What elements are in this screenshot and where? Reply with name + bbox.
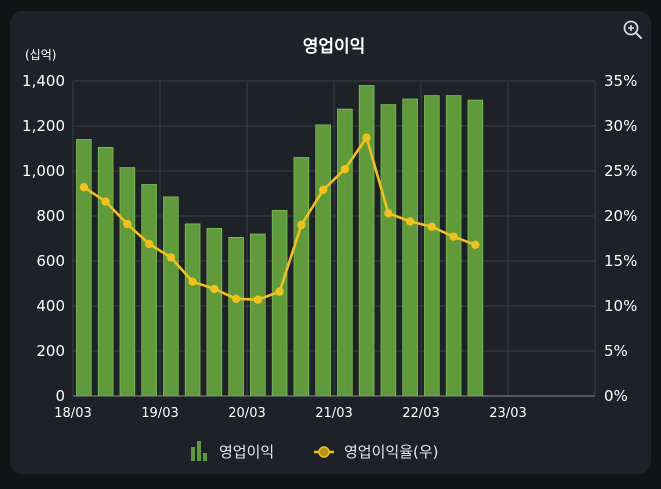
- x-tick-label: 20/03: [228, 406, 265, 421]
- y-left-tick-label: 400: [36, 297, 65, 315]
- bar[interactable]: [445, 95, 462, 397]
- bar[interactable]: [402, 98, 418, 397]
- y-left-tick-label: 600: [36, 252, 65, 270]
- line-point[interactable]: [340, 165, 350, 174]
- y-right-tick-label: 10%: [604, 297, 637, 315]
- line-point[interactable]: [79, 183, 89, 192]
- line-point[interactable]: [405, 217, 415, 226]
- line-point[interactable]: [144, 239, 154, 249]
- chart-title: 영업이익: [303, 37, 366, 57]
- zoom-in-icon[interactable]: [622, 19, 644, 41]
- legend-label-bar: 영업이익: [219, 443, 274, 461]
- bar-legend-icon: [191, 441, 207, 461]
- bar-series: [76, 85, 484, 397]
- y-left-tick-label: 1,400: [22, 72, 65, 90]
- y-right-tick-label: 0%: [604, 387, 628, 405]
- bar[interactable]: [163, 196, 179, 397]
- legend-item-line[interactable]: 영업이익율(우): [314, 443, 439, 461]
- chart-svg: 0 200 400 600 800 1,000 1,200 1,400 0% 5% 10% 15% 20…: [22, 19, 644, 461]
- x-tick-label: 18/03: [54, 406, 91, 421]
- line-series: [79, 133, 480, 304]
- line-point[interactable]: [471, 240, 480, 249]
- bar[interactable]: [97, 146, 114, 397]
- line-legend-icon: [314, 446, 334, 458]
- x-tick-label: 23/03: [489, 406, 526, 421]
- bar[interactable]: [119, 167, 136, 397]
- chart-card: 0 200 400 600 800 1,000 1,200 1,400 0% 5% 10% 15% 20…: [10, 11, 651, 474]
- y-left-tick-label: 0: [55, 387, 65, 405]
- y-left-tick-label: 1,000: [22, 162, 65, 180]
- x-tick-label: 21/03: [315, 406, 352, 421]
- bar[interactable]: [293, 157, 310, 397]
- bar[interactable]: [337, 108, 353, 397]
- line-point[interactable]: [362, 133, 371, 142]
- line-point[interactable]: [101, 197, 110, 206]
- x-tick-label: 22/03: [402, 406, 439, 421]
- bar[interactable]: [250, 233, 266, 397]
- line-point[interactable]: [253, 295, 263, 304]
- legend: 영업이익 영업이익율(우): [191, 441, 439, 461]
- y-right-tick-label: 30%: [604, 117, 637, 135]
- legend-item-bar[interactable]: 영업이익: [191, 441, 274, 461]
- line-point[interactable]: [449, 232, 458, 241]
- y-left-tick-label: 800: [36, 207, 65, 225]
- bar[interactable]: [380, 104, 397, 397]
- line-point[interactable]: [318, 185, 328, 195]
- line-point[interactable]: [297, 220, 306, 230]
- bar[interactable]: [228, 236, 244, 397]
- line-point[interactable]: [123, 219, 132, 229]
- line-point[interactable]: [427, 222, 437, 231]
- y-right-tick-label: 5%: [604, 342, 628, 360]
- line-point[interactable]: [275, 287, 284, 296]
- bar[interactable]: [206, 227, 223, 397]
- y-left-unit: (십억): [25, 48, 56, 62]
- line-point[interactable]: [188, 277, 197, 286]
- y-left-tick-label: 200: [36, 342, 65, 360]
- line-point[interactable]: [166, 253, 176, 262]
- gridlines: [72, 80, 596, 397]
- bar[interactable]: [424, 95, 440, 397]
- bar[interactable]: [76, 139, 92, 397]
- y-right-tick-label: 15%: [604, 252, 637, 270]
- axes: 0 200 400 600 800 1,000 1,200 1,400 0% 5% 10% 15% 20…: [22, 72, 637, 421]
- y-right-tick-label: 25%: [604, 162, 637, 180]
- y-left-tick-label: 1,200: [22, 117, 65, 135]
- line-point[interactable]: [210, 284, 219, 294]
- x-tick-label: 19/03: [141, 406, 178, 421]
- legend-label-line: 영업이익율(우): [344, 443, 439, 461]
- bar[interactable]: [141, 184, 157, 397]
- y-right-tick-label: 20%: [604, 207, 637, 225]
- y-right-tick-label: 35%: [604, 72, 637, 90]
- line-point[interactable]: [231, 294, 241, 303]
- bar[interactable]: [315, 124, 331, 397]
- bar[interactable]: [184, 223, 201, 397]
- line-point[interactable]: [384, 209, 393, 218]
- bar[interactable]: [271, 209, 288, 397]
- bar[interactable]: [358, 85, 375, 397]
